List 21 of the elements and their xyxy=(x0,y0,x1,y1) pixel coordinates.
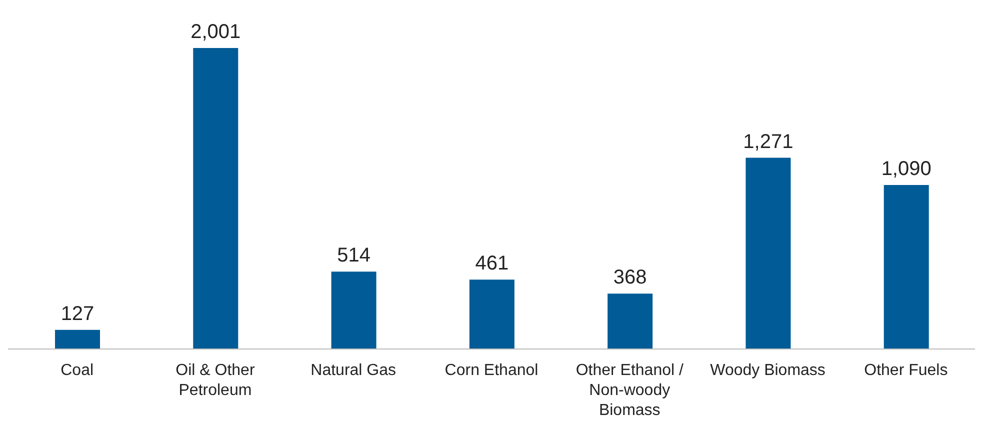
bar xyxy=(608,294,653,349)
data-label: 1,271 xyxy=(743,130,794,153)
x-tick-label: Woody Biomass xyxy=(710,362,826,379)
bar xyxy=(884,185,929,349)
x-tick-label: Oil & Other Petroleum xyxy=(176,362,256,399)
data-label: 2,001 xyxy=(190,21,241,43)
bar xyxy=(331,272,376,349)
x-tick-label: Coal xyxy=(60,362,94,379)
bar xyxy=(746,158,791,349)
x-tick-label: Other Fuels xyxy=(864,362,948,379)
data-label: 461 xyxy=(475,252,509,275)
x-tick-label: Other Ethanol / Non-woody Biomass xyxy=(576,362,684,419)
data-label: 1,090 xyxy=(881,158,932,180)
data-label: 368 xyxy=(613,266,647,289)
x-tick-label: Corn Ethanol xyxy=(444,362,538,379)
bar xyxy=(55,330,100,349)
bar xyxy=(469,280,514,349)
data-label: 127 xyxy=(60,302,94,325)
data-label: 514 xyxy=(337,244,370,267)
x-tick-label: Natural Gas xyxy=(310,362,396,379)
bar xyxy=(193,48,238,349)
